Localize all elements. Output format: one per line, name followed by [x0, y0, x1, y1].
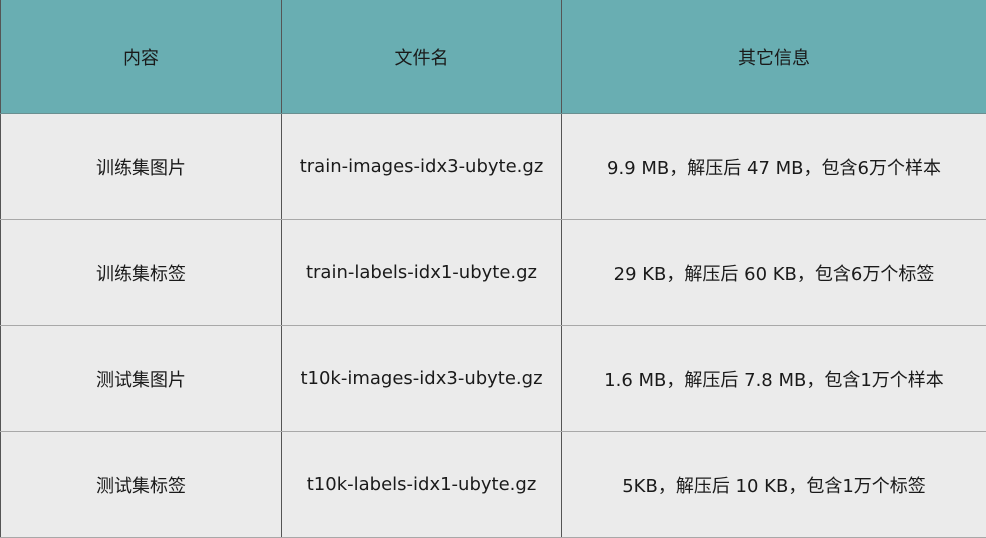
cell-filename: train-images-idx3-ubyte.gz	[282, 114, 562, 220]
table-row: 测试集标签 t10k-labels-idx1-ubyte.gz 5KB，解压后 …	[1, 432, 986, 538]
cell-content: 训练集标签	[1, 220, 282, 326]
cell-filename: t10k-images-idx3-ubyte.gz	[282, 326, 562, 432]
header-filename: 文件名	[282, 0, 562, 114]
cell-content: 测试集标签	[1, 432, 282, 538]
cell-filename: t10k-labels-idx1-ubyte.gz	[282, 432, 562, 538]
cell-other-info: 9.9 MB，解压后 47 MB，包含6万个样本	[562, 114, 986, 220]
cell-content: 训练集图片	[1, 114, 282, 220]
cell-other-info: 5KB，解压后 10 KB，包含1万个标签	[562, 432, 986, 538]
cell-other-info: 29 KB，解压后 60 KB，包含6万个标签	[562, 220, 986, 326]
header-content: 内容	[1, 0, 282, 114]
cell-other-info: 1.6 MB，解压后 7.8 MB，包含1万个样本	[562, 326, 986, 432]
table-row: 训练集图片 train-images-idx3-ubyte.gz 9.9 MB，…	[1, 114, 986, 220]
table-row: 训练集标签 train-labels-idx1-ubyte.gz 29 KB，解…	[1, 220, 986, 326]
table-row: 测试集图片 t10k-images-idx3-ubyte.gz 1.6 MB，解…	[1, 326, 986, 432]
header-other-info: 其它信息	[562, 0, 986, 114]
header-row: 内容 文件名 其它信息	[1, 0, 986, 114]
cell-filename: train-labels-idx1-ubyte.gz	[282, 220, 562, 326]
cell-content: 测试集图片	[1, 326, 282, 432]
